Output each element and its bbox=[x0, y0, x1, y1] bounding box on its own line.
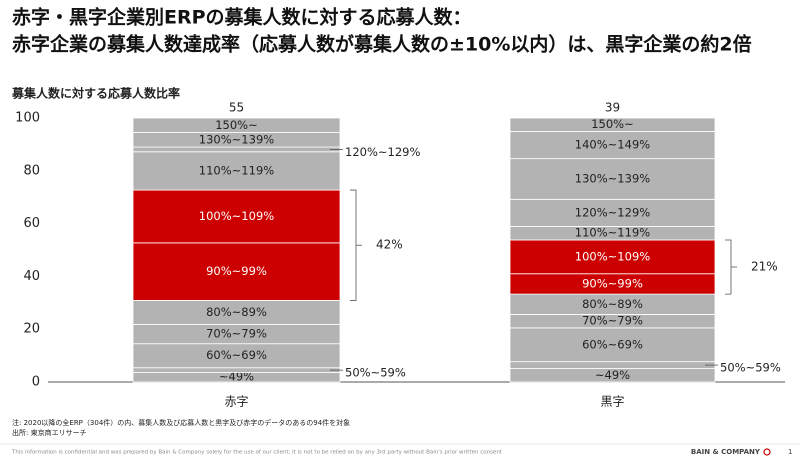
segment-label: 110%~119% bbox=[575, 226, 650, 240]
segment-label: 70%~79% bbox=[582, 314, 643, 328]
bar-segment bbox=[509, 117, 716, 132]
note: 注: 2020以降の全ERP（304件）の内、募集人数及び応募人数と黒字及び赤字… bbox=[12, 418, 350, 427]
brand: BAIN & COMPANY bbox=[691, 448, 761, 456]
segment-label: ~49% bbox=[219, 370, 254, 384]
segment-label: 130%~139% bbox=[199, 132, 274, 146]
y-tick-label: 0 bbox=[32, 375, 40, 390]
bar-segment bbox=[509, 131, 716, 160]
bar-segment bbox=[132, 117, 341, 133]
bracket bbox=[350, 189, 357, 301]
page-number: 1 bbox=[788, 448, 792, 456]
bar-segment bbox=[509, 361, 716, 369]
segment-label: 70%~79% bbox=[206, 327, 267, 341]
segment-label: 60%~69% bbox=[206, 348, 267, 362]
segment-label: 140%~149% bbox=[575, 138, 650, 152]
bar-segment bbox=[509, 198, 716, 227]
note: 出所: 東京商エリサーチ bbox=[12, 428, 87, 437]
segment-label: 80%~89% bbox=[206, 305, 267, 319]
y-tick-label: 20 bbox=[23, 322, 40, 337]
y-tick-label: 40 bbox=[23, 269, 40, 284]
total-label: 55 bbox=[229, 101, 244, 115]
segment-label: 90%~99% bbox=[206, 264, 267, 278]
segment-label: ~49% bbox=[595, 368, 630, 382]
segment-label: 130%~139% bbox=[575, 171, 650, 185]
disclaimer: This information is confidential and was… bbox=[11, 450, 503, 456]
title-line: 赤字・黒字企業別ERPの募集人数に対する応募人数： bbox=[12, 6, 472, 29]
segment-label: 120%~129% bbox=[575, 205, 650, 219]
segment-label: 110%~119% bbox=[199, 163, 274, 177]
category-label: 黒字 bbox=[600, 394, 624, 409]
bracket-label: 21% bbox=[751, 260, 778, 274]
bracket-label: 42% bbox=[376, 238, 403, 252]
y-tick-label: 60 bbox=[23, 216, 40, 231]
segment-label: 100%~109% bbox=[199, 209, 274, 223]
segment-label: 150%~ bbox=[591, 117, 634, 131]
segment-label: 90%~99% bbox=[582, 276, 643, 290]
segment-label: 50%~59% bbox=[345, 366, 406, 380]
category-label: 赤字 bbox=[224, 394, 248, 409]
segment-label: 80%~89% bbox=[582, 297, 643, 311]
brand-icon bbox=[763, 448, 771, 456]
bar-segment bbox=[509, 158, 716, 200]
segment-label: 150%~ bbox=[215, 118, 258, 132]
segment-label: 60%~69% bbox=[582, 337, 643, 351]
title-line: 赤字企業の募集人数達成率（応募人数が募集人数の±10%以内）は、黒字企業の約2倍 bbox=[12, 33, 752, 56]
bar-segment bbox=[132, 367, 341, 373]
chart-subtitle: 募集人数に対する応募人数比率 bbox=[11, 86, 180, 101]
bracket bbox=[725, 239, 732, 295]
bar-segment bbox=[132, 146, 341, 153]
segment-label: 50%~59% bbox=[720, 361, 781, 375]
segment-label: 120%~129% bbox=[345, 145, 420, 159]
total-label: 39 bbox=[605, 101, 620, 115]
segment-label: 100%~109% bbox=[575, 249, 650, 263]
y-tick-label: 100 bbox=[15, 111, 40, 126]
y-tick-label: 80 bbox=[23, 163, 40, 178]
